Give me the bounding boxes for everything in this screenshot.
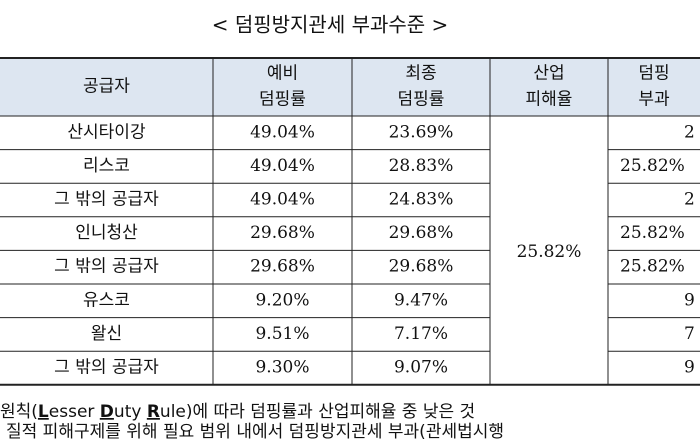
table-cell: 9 (684, 358, 695, 378)
table-cell: 그 밖의 공급자 (54, 190, 159, 210)
footnote-text: ule)에 따라 덤핑률과 산업피해율 중 낮은 것 (160, 402, 475, 422)
table-cell: 29.68% (389, 257, 454, 277)
table-cell: 인니청산 (75, 223, 138, 243)
table-cell: 7 (684, 324, 695, 344)
header-bg (0, 58, 700, 116)
footnote-text: R (147, 402, 160, 422)
table-cell: 9.30% (255, 358, 309, 378)
footnote-line: 원칙(Lesser Duty Rule)에 따라 덤핑률과 산업피해율 중 낮은… (0, 402, 475, 422)
table-cell: 유스코 (83, 290, 130, 310)
table-cell: 49.04% (250, 122, 315, 142)
table-cell: 29.68% (389, 223, 454, 243)
title: < 덤핑방지관세 부과수준 > (212, 13, 449, 37)
table-cell: 49.04% (250, 190, 315, 210)
footnote-text: L (38, 402, 49, 422)
header-cell: 덤핑 (638, 64, 669, 84)
footnote-line: 질적 피해구제를 위해 필요 범위 내에서 덤핑방지관세 부과(관세법시행 (6, 422, 504, 440)
table-cell: 그 밖의 공급자 (54, 358, 159, 378)
table-cell: 왈신 (91, 324, 122, 344)
table-cell: 23.69% (389, 122, 454, 142)
table-cell: 9.07% (394, 358, 448, 378)
header-cell: 덤핑률 (398, 90, 445, 110)
table-cell: 49.04% (250, 156, 315, 176)
table-cell: 9.51% (255, 324, 309, 344)
table-cell: 28.83% (389, 156, 454, 176)
table-cell: 25.82% (517, 242, 582, 262)
table-cell: 25.82% (620, 223, 685, 243)
table-cell: 산시타이강 (67, 122, 146, 142)
header-cell: 피해율 (526, 90, 573, 110)
footnote-text: D (100, 402, 114, 422)
header-cell: 최종 (405, 64, 436, 84)
table-cell: 29.68% (250, 257, 315, 277)
table-cell: 24.83% (389, 190, 454, 210)
table-cell: 9.47% (394, 290, 448, 310)
header-cell: 공급자 (83, 77, 130, 97)
table-cell: 리스코 (83, 156, 130, 176)
table-cell: 9.20% (255, 290, 309, 310)
footnote-text: uty (114, 402, 147, 422)
header-cell: 예비 (267, 64, 298, 84)
table-cell: 9 (684, 290, 695, 310)
table-cell: 25.82% (620, 257, 685, 277)
footnote-text: esser (49, 402, 100, 422)
table-cell: 2 (684, 190, 695, 210)
footnote-text: 원칙( (0, 402, 38, 422)
table-cell: 25.82% (620, 156, 685, 176)
header-cell: 산업 (533, 64, 564, 84)
header-cell: 덤핑률 (259, 90, 306, 110)
table-cell: 7.17% (394, 324, 448, 344)
table-grid (0, 57, 700, 386)
table-cell: 2 (684, 122, 695, 142)
table-cell: 그 밖의 공급자 (54, 257, 159, 277)
header-cell: 부과 (638, 90, 670, 110)
table-cell: 29.68% (250, 223, 315, 243)
